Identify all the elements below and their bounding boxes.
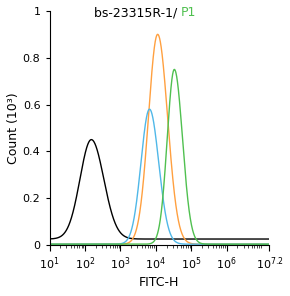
Text: P1: P1 [181,6,196,19]
X-axis label: FITC-H: FITC-H [139,276,180,289]
Y-axis label: Count (10³): Count (10³) [7,92,20,164]
Text: bs-23315R-1/: bs-23315R-1/ [94,6,181,19]
